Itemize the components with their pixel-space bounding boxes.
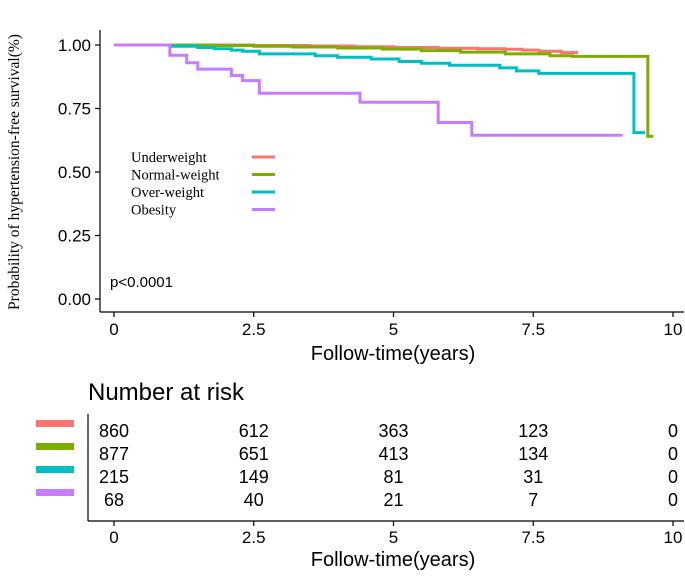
risk-cell: 413 <box>378 444 408 464</box>
x-axis-label: Follow-time(years) <box>311 343 475 365</box>
risk-table-color-keys <box>36 420 74 496</box>
risk-table-cells: 860 612 363 123 0 877 651 413 134 0 215 149 81 31 0 68 4… <box>99 421 678 510</box>
legend-label-underweight: Underweight <box>131 150 207 166</box>
risk-x-tick-label: 7.5 <box>521 528 545 547</box>
survival-plot: 0.00 0.25 0.50 0.75 1.00 0 2.5 5 7.5 10 Follow-t… <box>6 30 684 365</box>
risk-cell: 0 <box>668 467 678 487</box>
y-tick-label: 0.00 <box>58 290 91 309</box>
risk-cell: 0 <box>668 490 678 510</box>
risk-x-tick-label: 5 <box>389 528 398 547</box>
x-tick-label: 0 <box>109 320 118 339</box>
risk-table: Number at risk 860 612 363 123 0 877 651 413 134… <box>36 379 684 571</box>
legend-label-over-weight: Over-weight <box>131 185 204 201</box>
curve-over-weight <box>114 43 645 135</box>
risk-cell: 7 <box>528 490 538 510</box>
risk-cell: 123 <box>518 421 548 441</box>
risk-key-underweight <box>36 420 74 427</box>
risk-cell: 612 <box>239 421 269 441</box>
risk-cell: 31 <box>523 467 543 487</box>
risk-x-tick-label: 2.5 <box>242 528 266 547</box>
y-axis-ticks: 0.00 0.25 0.50 0.75 1.00 <box>58 36 100 309</box>
risk-cell: 149 <box>239 467 269 487</box>
y-tick-label: 0.75 <box>58 100 91 119</box>
curve-obesity <box>114 43 623 137</box>
risk-cell: 134 <box>518 444 548 464</box>
survival-curves <box>114 43 654 138</box>
y-tick-label: 0.25 <box>58 227 91 246</box>
risk-cell: 21 <box>383 490 403 510</box>
risk-cell: 40 <box>244 490 264 510</box>
y-tick-label: 1.00 <box>58 36 91 55</box>
risk-cell: 0 <box>668 444 678 464</box>
y-tick-label: 0.50 <box>58 163 91 182</box>
risk-cell: 81 <box>383 467 403 487</box>
risk-cell: 68 <box>104 490 124 510</box>
legend-label-normal-weight: Normal-weight <box>131 168 220 184</box>
x-axis-ticks: 0 2.5 5 7.5 10 <box>109 312 682 339</box>
x-tick-label: 5 <box>389 320 398 339</box>
risk-key-normal-weight <box>36 443 74 450</box>
risk-x-tick-label: 0 <box>109 528 118 547</box>
p-value-annotation: p<0.0001 <box>110 274 173 291</box>
risk-cell: 877 <box>99 444 129 464</box>
risk-key-obesity <box>36 489 74 496</box>
y-axis-label: Probability of hypertension-free surviva… <box>6 34 23 310</box>
curve-normal-weight <box>114 43 654 138</box>
risk-x-axis-ticks: 0 2.5 5 7.5 10 <box>109 521 682 547</box>
x-tick-label: 10 <box>664 320 683 339</box>
risk-cell: 860 <box>99 421 129 441</box>
risk-cell: 363 <box>378 421 408 441</box>
risk-key-over-weight <box>36 466 74 473</box>
risk-x-tick-label: 10 <box>664 528 683 547</box>
risk-table-title: Number at risk <box>88 379 245 406</box>
risk-cell: 0 <box>668 421 678 441</box>
legend-label-obesity: Obesity <box>131 203 177 219</box>
risk-cell: 215 <box>99 467 129 487</box>
risk-x-axis-label: Follow-time(years) <box>311 549 475 571</box>
x-tick-label: 2.5 <box>242 320 266 339</box>
risk-cell: 651 <box>239 444 269 464</box>
x-tick-label: 7.5 <box>521 320 545 339</box>
